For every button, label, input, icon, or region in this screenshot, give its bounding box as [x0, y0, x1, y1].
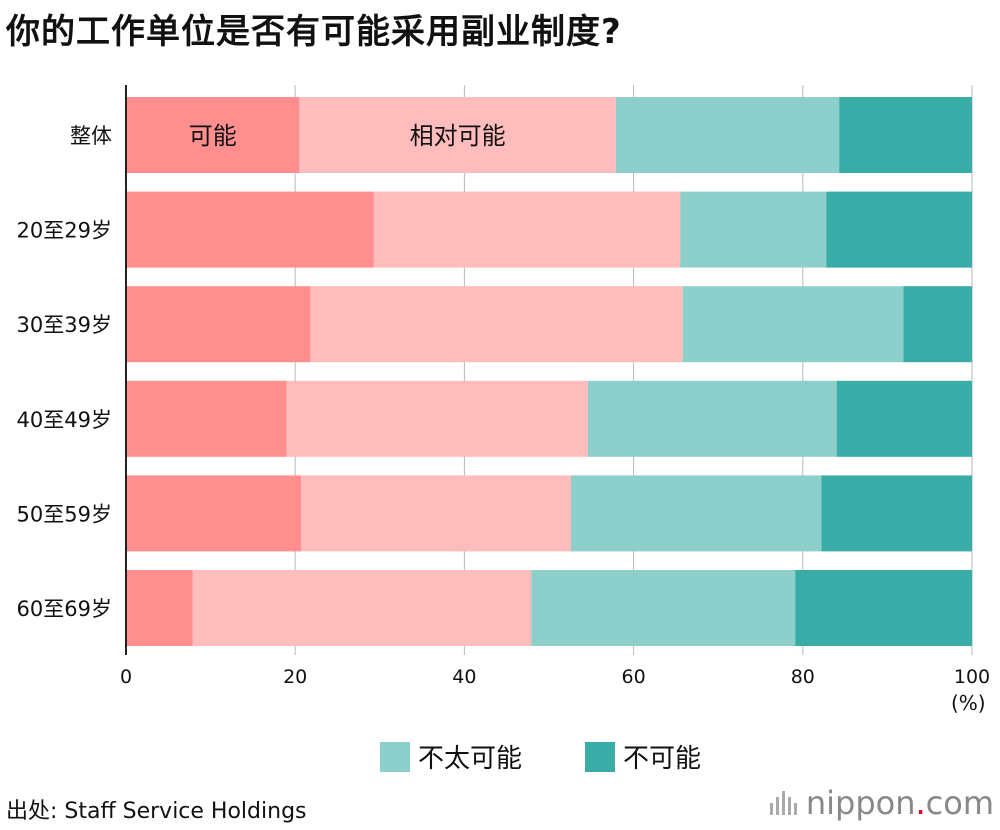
in-bar-label-1: 相对可能: [410, 122, 506, 150]
bar-5-2: [531, 570, 796, 646]
x-tick-label-100: 100: [954, 666, 990, 688]
bar-1-1: [373, 191, 681, 268]
bar-1-3: [826, 191, 972, 268]
bar-5-0: [126, 570, 193, 646]
logo-dot: .: [915, 784, 926, 822]
category-label-1: 20至29岁: [17, 219, 112, 243]
bar-3-3: [836, 380, 972, 457]
bar-4-0: [126, 475, 302, 552]
category-label-5: 60至69岁: [17, 597, 112, 621]
source-note: 出处: Staff Service Holdings: [6, 799, 307, 824]
bar-3-0: [126, 380, 287, 457]
legend-item-not-very-possible: 不太可能: [380, 738, 522, 775]
bar-0-2: [615, 97, 840, 173]
stacked-bar-chart: 可能 相对可能 整体 20至29岁 30至39岁 40至49岁 50至59岁 60至69岁 0 2…: [17, 85, 990, 688]
bar-4-3: [821, 475, 972, 552]
bar-3-1: [286, 380, 588, 457]
logo-bars-icon: [769, 791, 800, 815]
chart-title: 你的工作单位是否有可能采用副业制度?: [6, 12, 622, 52]
nippon-logo: nippon. com: [769, 784, 994, 822]
category-label-2: 30至39岁: [17, 313, 112, 337]
x-tick-label-80: 80: [791, 666, 815, 688]
bar-5-3: [795, 570, 972, 646]
bar-2-2: [682, 286, 904, 363]
legend-swatch-impossible: [585, 741, 615, 772]
bar-0-0: [126, 97, 300, 173]
x-tick-label-40: 40: [452, 666, 476, 688]
bar-1-2: [680, 191, 827, 268]
logo-tld: com: [925, 784, 994, 822]
bar-2-0: [126, 286, 311, 363]
bar-2-1: [310, 286, 683, 363]
bar-4-2: [570, 475, 822, 552]
bar-1-0: [126, 191, 374, 268]
legend-label-not-very-possible: 不太可能: [418, 744, 523, 774]
in-bar-label-0: 可能: [189, 122, 237, 150]
category-label-3: 40至49岁: [17, 408, 112, 432]
bar-4-1: [301, 475, 571, 552]
x-tick-label-0: 0: [120, 666, 132, 688]
category-label-4: 50至59岁: [17, 502, 112, 526]
bar-3-2: [587, 380, 837, 457]
legend-label-impossible: 不可能: [623, 744, 702, 774]
bar-2-3: [903, 286, 972, 363]
x-axis-unit: (%): [951, 691, 986, 715]
logo-name: nippon: [805, 784, 916, 822]
x-tick-label-20: 20: [283, 666, 307, 688]
x-tick-label-60: 60: [622, 666, 646, 688]
category-label-0: 整体: [70, 124, 112, 148]
legend-swatch-not-very-possible: [380, 741, 410, 772]
bar-5-1: [192, 570, 532, 646]
bar-0-1: [299, 97, 616, 173]
legend-item-impossible: 不可能: [585, 738, 701, 775]
bar-0-3: [839, 97, 972, 173]
